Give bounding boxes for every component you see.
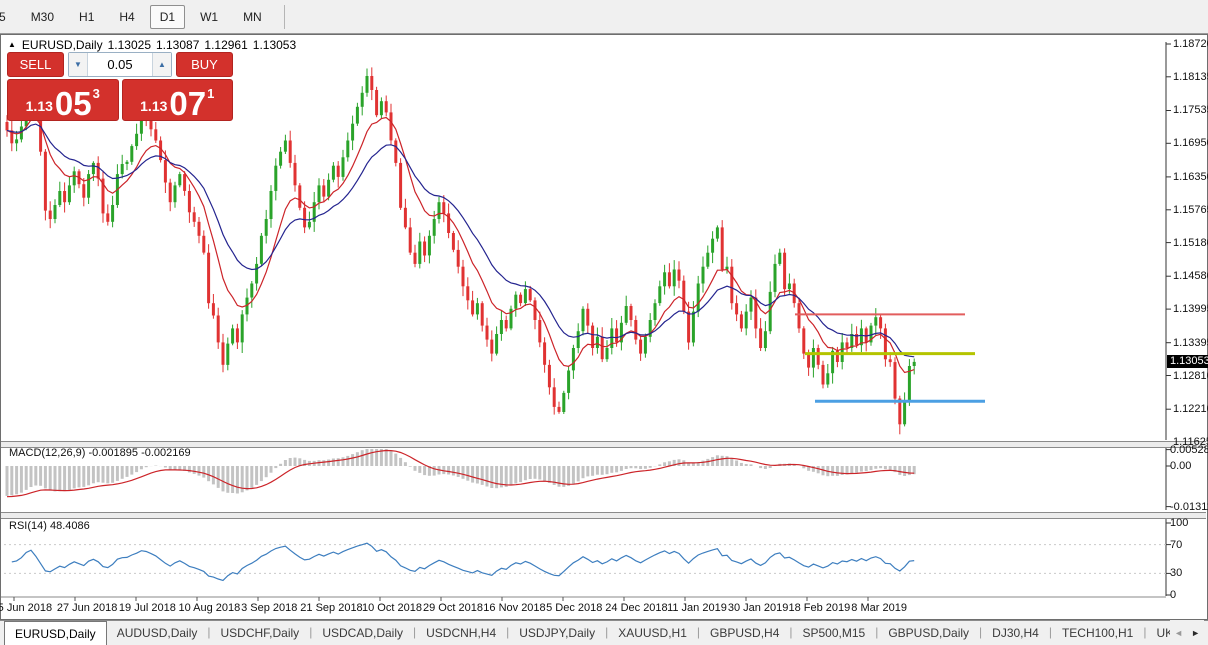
volume-increase-icon[interactable]: ▲: [152, 53, 171, 76]
chart-tab-sp500-m15[interactable]: SP500,M15: [802, 626, 866, 640]
sell-button[interactable]: SELL: [7, 52, 64, 77]
ohlc-open: 1.13025: [107, 38, 151, 52]
timeframe-button-mn[interactable]: MN: [233, 5, 272, 29]
chart-title-bar: ▲ EURUSD,Daily 1.13025 1.13087 1.12961 1.1305…: [8, 38, 301, 52]
chart-tab-gbpusd-daily[interactable]: GBPUSD,Daily: [888, 626, 970, 640]
timeframe-button-5[interactable]: 5: [0, 5, 16, 29]
chart-tab-bar: EURUSD,Daily AUDUSD,Daily | USDCHF,Daily | US…: [0, 620, 1208, 645]
buy-price-button[interactable]: 1.13 07 1: [121, 79, 233, 122]
chart-tab-usdjpy-daily[interactable]: USDJPY,Daily: [519, 626, 596, 640]
chart-tab-dj30-h4[interactable]: DJ30,H4: [992, 626, 1039, 640]
timeframe-button-h1[interactable]: H1: [69, 5, 104, 29]
panel-separator[interactable]: [1, 512, 1206, 519]
chart-tab-usdchf-daily[interactable]: USDCHF,Daily: [220, 626, 300, 640]
sell-price-button[interactable]: 1.13 05 3: [7, 79, 119, 121]
rsi-line: [11, 542, 915, 582]
panel-separator[interactable]: [1, 441, 1206, 448]
macd-indicator-label: MACD(12,26,9) -0.001895 -0.002169: [9, 447, 191, 459]
timeframe-button-w1[interactable]: W1: [190, 5, 228, 29]
chart-symbol-label: EURUSD,Daily: [21, 38, 103, 52]
chart-tab-tech100-h1[interactable]: TECH100,H1: [1061, 626, 1134, 640]
rsi-indicator-label: RSI(14) 48.4086: [9, 520, 90, 532]
timeframe-button-d1[interactable]: D1: [149, 4, 186, 29]
ohlc-close: 1.13053: [252, 38, 297, 52]
tab-divider: |: [1143, 625, 1147, 639]
sell-price-main: 05: [54, 84, 92, 122]
timeframe-toolbar: 5 M30 H1 H4 D1 W1 MN: [0, 0, 1208, 34]
buy-price-main: 07: [169, 84, 207, 122]
tab-divider: |: [789, 625, 793, 639]
tab-scroll-right-icon[interactable]: ►: [1191, 627, 1200, 638]
tab-scroll-arrows: ◄ ►: [1170, 620, 1204, 645]
macd-histogram: [5, 449, 916, 496]
candlestick-series: [5, 67, 916, 435]
macd-signal-line: [6, 449, 915, 498]
chart-tab-xauusd-h1[interactable]: XAUUSD,H1: [618, 626, 687, 640]
tab-divider: |: [207, 625, 211, 639]
sell-price-prefix: 1.13: [25, 98, 53, 114]
timeframe-button-m30[interactable]: M30: [21, 5, 64, 29]
volume-input[interactable]: [88, 53, 152, 76]
chart-tab-eurusd-daily[interactable]: EURUSD,Daily: [4, 621, 107, 645]
volume-decrease-icon[interactable]: ▼: [69, 53, 88, 76]
chart-tab-audusd-daily[interactable]: AUDUSD,Daily: [116, 626, 198, 640]
tab-divider: |: [979, 625, 983, 639]
ohlc-low: 1.12961: [204, 38, 248, 52]
ohlc-high: 1.13087: [156, 38, 200, 52]
timeframe-button-h4[interactable]: H4: [109, 5, 144, 29]
volume-stepper: ▼ ▲: [68, 52, 172, 77]
tab-divider: |: [413, 625, 417, 639]
buy-price-prefix: 1.13: [140, 98, 168, 114]
chart-tab-gbpusd-h4[interactable]: GBPUSD,H4: [710, 626, 780, 640]
toolbar-separator: [283, 4, 285, 29]
tab-divider: |: [506, 625, 510, 639]
tab-divider: |: [1048, 625, 1052, 639]
chart-tab-usdcad-daily[interactable]: USDCAD,Daily: [322, 626, 403, 640]
buy-price-pip: 1: [207, 86, 215, 101]
chart-window[interactable]: [0, 34, 1208, 620]
symbol-marker-icon: ▲: [8, 40, 16, 49]
tab-scroll-left-icon[interactable]: ◄: [1174, 627, 1184, 638]
tab-divider: |: [696, 625, 701, 639]
tab-divider: |: [605, 625, 609, 639]
sell-price-pip: 3: [92, 86, 100, 101]
tab-divider: |: [875, 625, 879, 639]
chart-tab-usdcnh-h4[interactable]: USDCNH,H4: [426, 626, 497, 640]
tab-divider: |: [309, 625, 313, 639]
moving-average-line: [6, 123, 915, 358]
buy-button[interactable]: BUY: [176, 52, 233, 77]
moving-average-line: [6, 116, 915, 374]
